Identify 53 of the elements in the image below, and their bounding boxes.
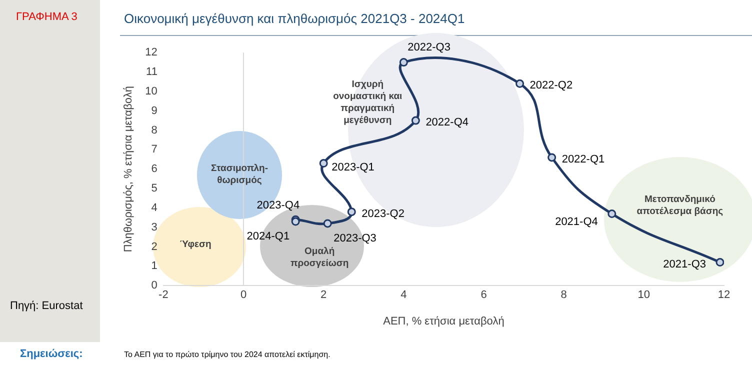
- point: [548, 153, 556, 162]
- text: Το ΑΕΠ για το πρώτο τρίμηνο του 2024 αποτελεί εκτίμηση.: [124, 350, 330, 359]
- annotation: Ομαλή προσγείωση: [289, 246, 350, 270]
- y-tick-label: 9: [151, 104, 158, 117]
- y-tick-label: 3: [151, 221, 158, 234]
- point: [608, 210, 616, 218]
- point: [411, 116, 420, 125]
- text: Σημειώσεις:: [20, 348, 83, 360]
- point: [323, 219, 332, 228]
- y-tick-label: 10: [145, 85, 158, 98]
- x-tick-label: 8: [560, 289, 567, 302]
- x-tick-label: -2: [158, 289, 168, 302]
- y-tick-label: 5: [151, 182, 158, 195]
- chart-title: Οικονομική μεγέθυνση και πληθωρισμός 2021Q3 - 2024Q1: [124, 11, 465, 26]
- text: ΓΡΑΦΗΜΑ 3: [16, 11, 78, 23]
- y-tick-label: 11: [146, 66, 158, 78]
- x-tick-label: 10: [638, 289, 650, 302]
- point: [319, 159, 328, 168]
- annotation: 2022-Q2: [530, 80, 573, 92]
- annotation: Ισχυρή ονομαστική και πραγματική μεγέθυνση: [332, 79, 404, 128]
- point: [347, 208, 356, 216]
- y-tick-label: 2: [151, 240, 158, 253]
- y-tick-label: 7: [151, 144, 158, 156]
- y-tick-label: 6: [151, 163, 158, 176]
- x-tick-label: 4: [400, 289, 407, 302]
- point: [716, 258, 724, 267]
- annotation: 2022-Q1: [562, 153, 605, 166]
- annotation: 2023-Q4: [256, 200, 300, 212]
- annotation: 2024-Q1: [246, 230, 290, 243]
- y-tick-label: 1: [151, 260, 158, 272]
- x-tick-label: 0: [240, 289, 247, 302]
- annotation: 2023-Q3: [334, 232, 376, 244]
- y-tick-label: 0: [151, 280, 158, 292]
- x-tick-label: 6: [480, 289, 487, 302]
- annotation: 2023-Q2: [362, 208, 404, 220]
- x-tick-label: 12: [718, 289, 730, 302]
- y-tick-label: 12: [145, 46, 158, 59]
- annotation: Μετοπανδημικό αποτέλεσμα βάσης: [636, 194, 724, 218]
- annotation: 2021-Q3: [663, 258, 706, 270]
- annotation: Ύφεση: [178, 238, 212, 251]
- annotation: 2022-Q3: [408, 41, 450, 54]
- text: Πηγή: Eurostat: [10, 300, 83, 312]
- point: [516, 79, 524, 88]
- y-axis-title: Πληθωρισμός, % ετήσια μεταβολή: [122, 86, 135, 252]
- annotation: Στασιμοπλη-θωρισμός: [210, 162, 269, 187]
- x-tick-label: 2: [320, 289, 327, 302]
- x-axis-title: ΑΕΠ, % ετήσια μεταβολή: [383, 315, 504, 328]
- annotation: 2021-Q4: [555, 216, 598, 228]
- annotation: 2022-Q4: [426, 116, 468, 129]
- point: [399, 58, 408, 67]
- y-tick-label: 8: [151, 124, 158, 136]
- annotation: 2023-Q1: [332, 161, 374, 174]
- y-tick-label: 4: [151, 202, 158, 214]
